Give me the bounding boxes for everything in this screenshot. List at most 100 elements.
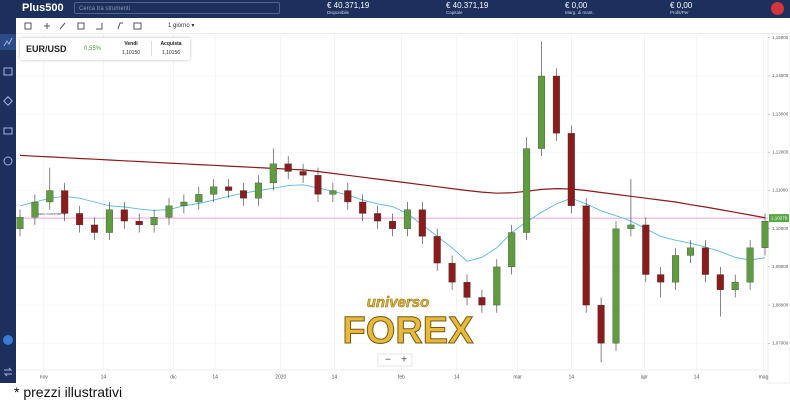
sell-price[interactable]: 1,10150 <box>121 50 141 56</box>
sell-button[interactable]: Vendi 1,10150 <box>112 41 150 56</box>
stat-label: Disponibile <box>327 10 350 15</box>
candle-body <box>254 182 262 199</box>
candle-body <box>761 220 769 248</box>
candle-body <box>120 209 128 222</box>
candle-body <box>686 247 695 256</box>
candle-body <box>90 224 99 233</box>
zoom-in[interactable]: + <box>401 355 407 366</box>
tool[interactable] <box>77 22 85 30</box>
zoom-out[interactable]: − <box>385 355 391 366</box>
y-tick-label: 1,09000 <box>772 264 789 269</box>
buy-label[interactable]: Acquista <box>160 41 182 47</box>
candle-body <box>180 201 188 206</box>
y-tick-label: 1,11000 <box>772 188 788 193</box>
tool[interactable] <box>44 23 50 29</box>
stat-value: € 40.371,19 <box>446 1 489 10</box>
watermark-top: universo <box>367 294 430 311</box>
buy-button[interactable]: Acquista 1,10156 <box>151 41 190 56</box>
stat-value: € 0,00 <box>670 1 693 10</box>
candle-body <box>567 133 575 206</box>
footnote: * prezzi illustrativi <box>14 384 123 400</box>
candle-body <box>61 190 69 214</box>
candle-body <box>701 247 709 275</box>
toolbar-icons <box>24 22 142 30</box>
tool[interactable] <box>117 22 123 30</box>
candle-body <box>627 224 635 229</box>
candle-body <box>448 262 456 283</box>
stat-label: Profit/Per <box>670 10 689 15</box>
y-tick-label: 1,15000 <box>772 35 789 40</box>
candle-body <box>135 220 143 226</box>
stat: € 0,00 Marg. di mant. <box>565 1 594 15</box>
candle-body <box>225 186 233 191</box>
candle-body <box>418 209 426 237</box>
x-tick-label: dic <box>170 374 177 380</box>
y-tick-label: 1,14000 <box>772 73 789 78</box>
stat-label: Capitale <box>446 10 463 15</box>
stat: € 40.371,19 Disponibile <box>327 1 369 15</box>
candle-body <box>493 266 501 306</box>
icon[interactable] <box>3 127 13 135</box>
price-axis <box>767 33 790 384</box>
candle-body <box>16 217 24 229</box>
y-tick-label: 1,08000 <box>772 302 789 307</box>
candle-body <box>537 75 546 149</box>
candle-body <box>299 171 307 176</box>
x-tick-label: mag <box>759 374 769 380</box>
tool[interactable] <box>133 22 142 30</box>
candle-body <box>388 220 397 229</box>
sidebar-icons <box>0 34 16 377</box>
buy-price[interactable]: 1,10156 <box>161 50 181 56</box>
instrument-name: EUR/USD <box>26 44 67 54</box>
x-tick-label: apr <box>641 374 649 380</box>
timeframe[interactable]: 1 giorno ▾ <box>168 23 195 29</box>
candle-body <box>195 194 203 203</box>
candle-body <box>552 75 560 134</box>
sidebar <box>0 18 16 383</box>
x-tick-label: 14 <box>332 374 338 380</box>
tool[interactable] <box>59 22 66 30</box>
candle-body <box>523 148 531 233</box>
icon[interactable] <box>3 335 13 345</box>
moving-average <box>19 154 766 219</box>
icon[interactable] <box>3 67 13 76</box>
x-tick-label: 14 <box>101 374 107 380</box>
candle-body <box>716 274 724 290</box>
icon[interactable] <box>3 96 13 106</box>
x-tick-label: 14 <box>212 374 218 380</box>
candle-body <box>433 236 441 264</box>
candle-body <box>508 232 516 268</box>
candle-body <box>314 175 322 195</box>
y-tick-label: 1,07000 <box>772 340 789 345</box>
avatar[interactable] <box>771 2 784 15</box>
candle-body <box>46 190 54 203</box>
sell-label[interactable]: Vendi <box>124 41 138 47</box>
candle-body <box>672 255 680 283</box>
candle-body <box>359 201 367 214</box>
stat-label: Marg. di mant. <box>565 10 594 15</box>
tool[interactable] <box>96 23 103 30</box>
candle-body <box>329 190 337 195</box>
tool[interactable] <box>24 22 32 30</box>
stat: € 40.371,19 Capitale <box>446 1 488 15</box>
candle-body <box>746 247 754 283</box>
search-box[interactable]: Cerca tra strumenti <box>74 2 280 14</box>
logo[interactable]: Plus500 <box>22 2 64 14</box>
candle-body <box>210 186 218 195</box>
stat-value: € 0,00 <box>565 1 588 10</box>
current-rate-label: Tasso corrente di <box>35 211 66 216</box>
candle-body <box>105 209 113 233</box>
y-tick-label: 1,12000 <box>772 150 789 155</box>
instrument-panel: EUR/USD 0,55% Vendi 1,10150 Acquista 1,101… <box>20 38 190 60</box>
y-tick-label: 1,10000 <box>772 226 789 231</box>
x-tick-label: 14 <box>569 374 575 380</box>
icon[interactable] <box>3 156 13 166</box>
candle-body <box>403 209 411 229</box>
timeframe-label[interactable]: 1 giorno <box>168 23 190 29</box>
candle-body <box>582 205 590 306</box>
candle-body <box>731 282 739 290</box>
moving-average <box>19 184 766 262</box>
icon[interactable] <box>3 367 13 377</box>
icon[interactable] <box>3 37 13 47</box>
